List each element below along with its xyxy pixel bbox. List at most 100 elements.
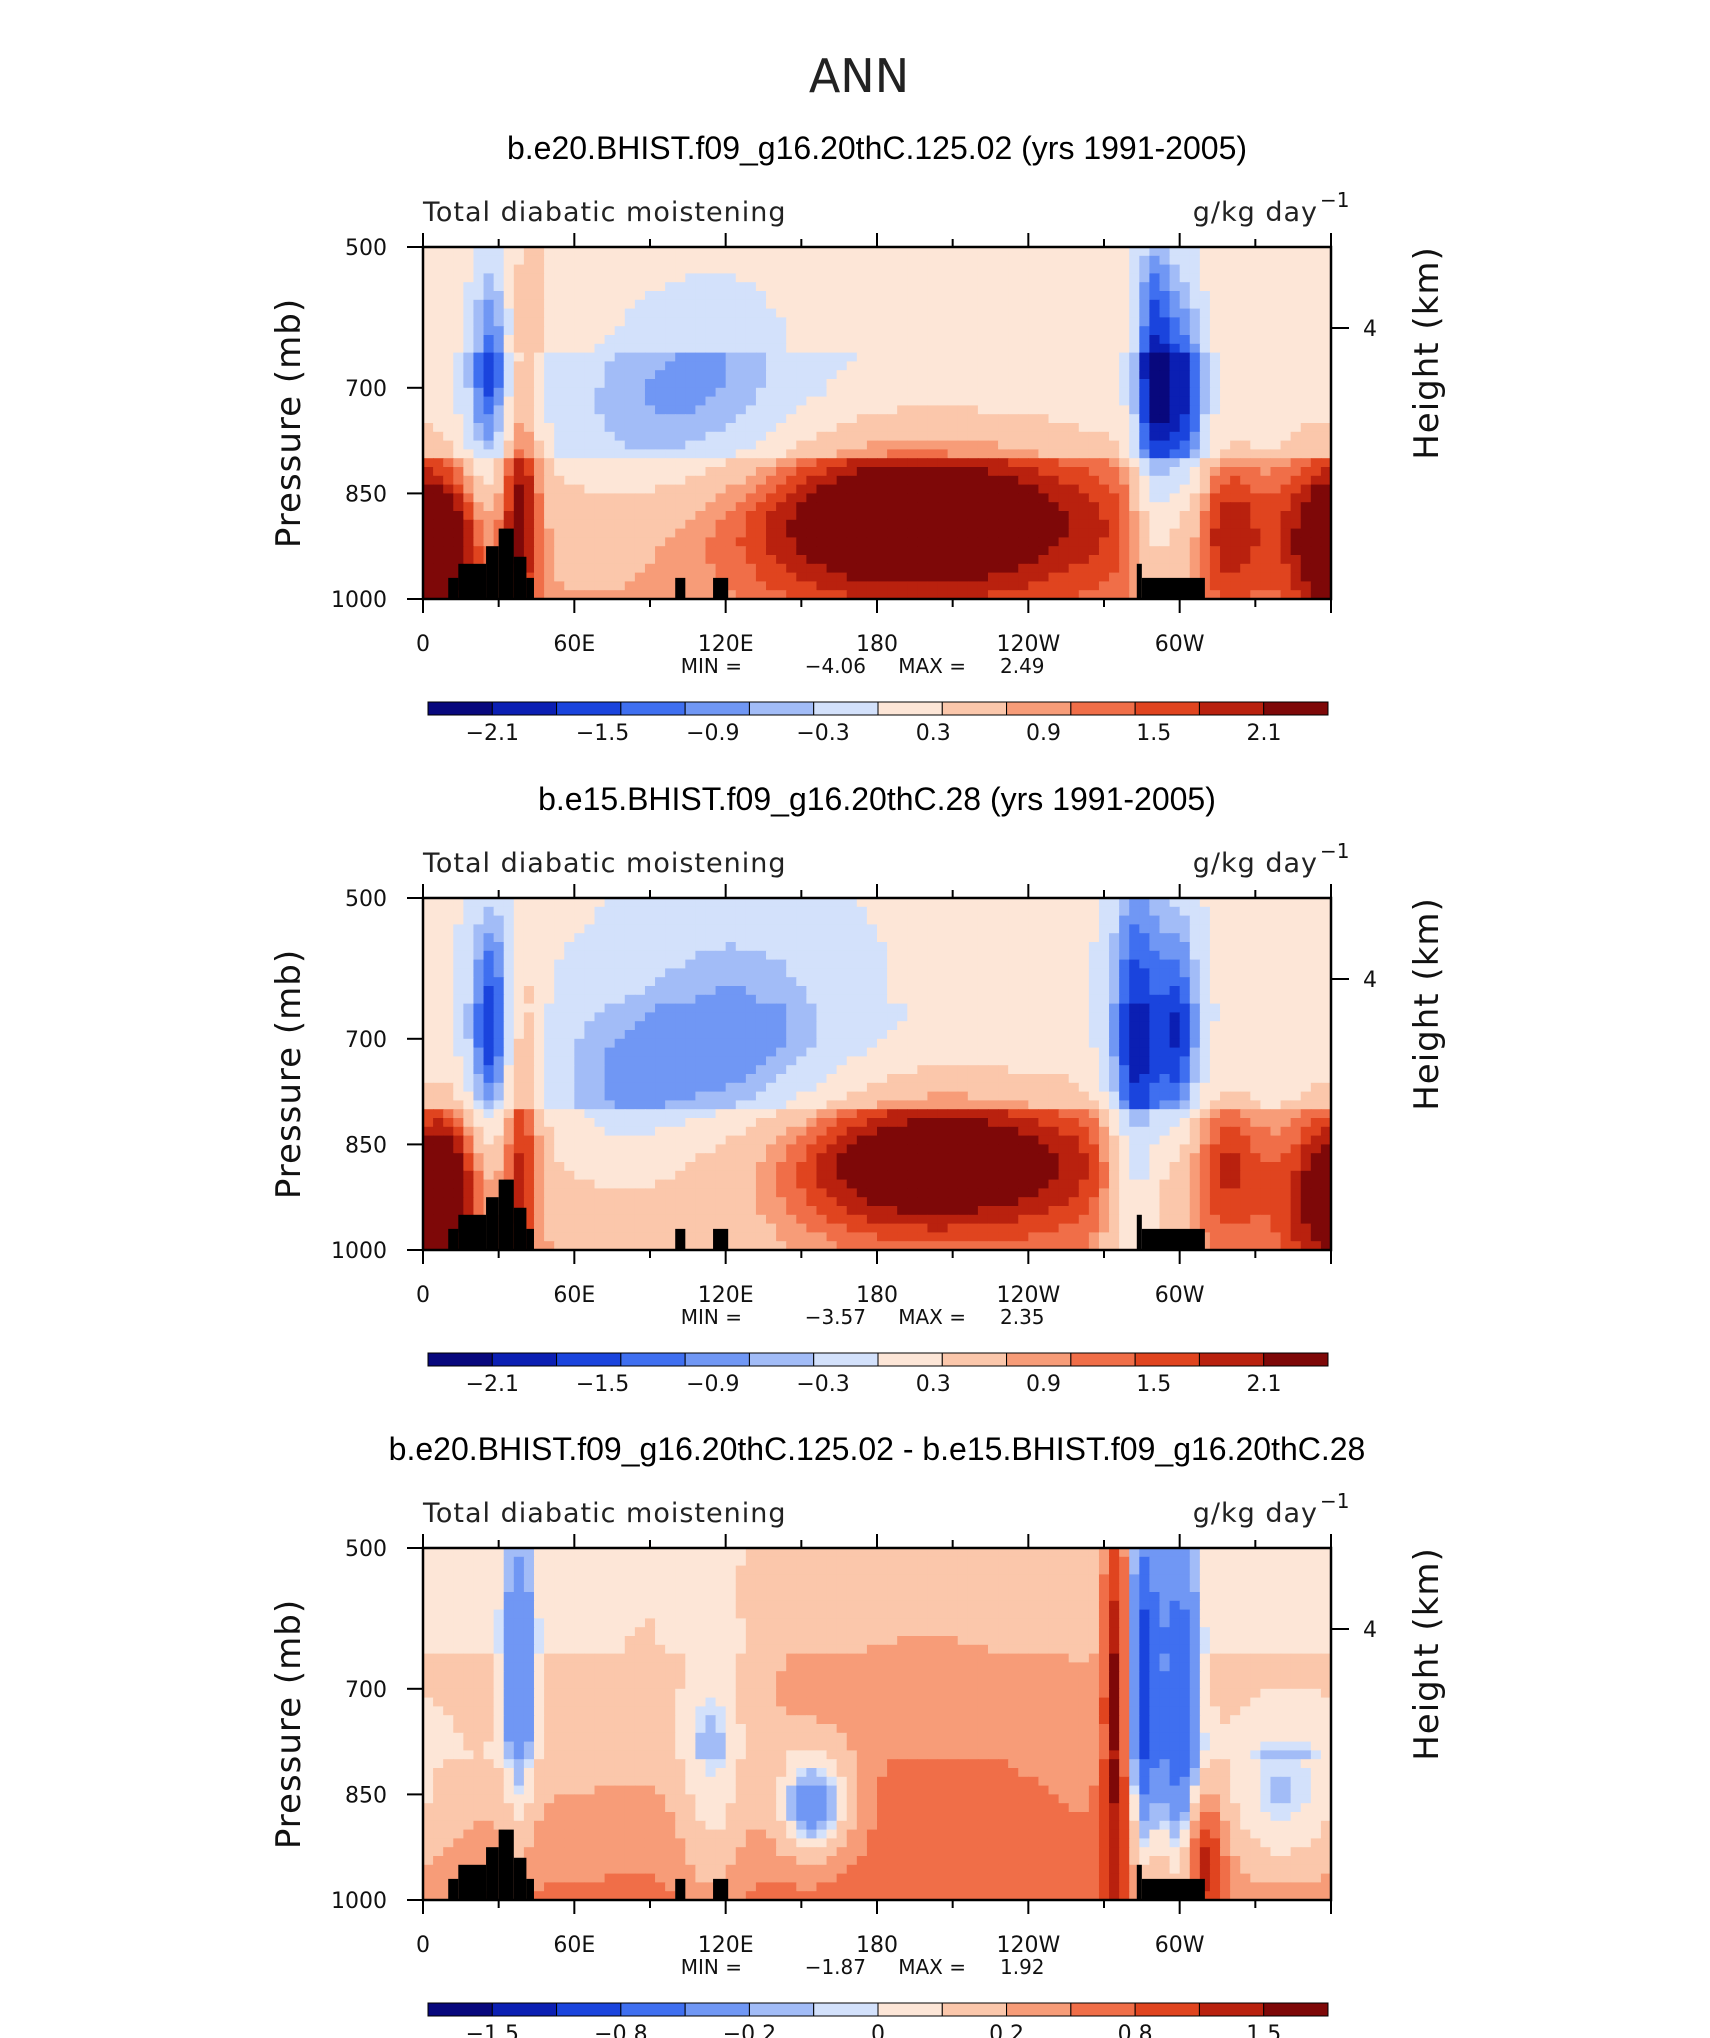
heatmap-cell bbox=[1119, 563, 1130, 574]
heatmap-cell bbox=[1240, 933, 1251, 943]
heatmap-cell bbox=[564, 968, 575, 978]
heatmap-cell bbox=[766, 898, 777, 908]
heatmap-cell bbox=[665, 493, 676, 503]
heatmap-cell bbox=[1109, 502, 1120, 512]
heatmap-cell bbox=[574, 581, 586, 591]
heatmap-cell bbox=[665, 423, 676, 433]
heatmap-cell bbox=[1048, 387, 1060, 398]
heatmap-cell bbox=[1038, 405, 1050, 415]
heatmap-cell bbox=[544, 247, 555, 257]
heatmap-cell bbox=[987, 291, 999, 301]
heatmap-cell bbox=[957, 511, 969, 521]
heatmap-cell bbox=[1220, 247, 1231, 257]
heatmap-cell bbox=[947, 396, 959, 406]
heatmap-cell bbox=[998, 308, 1009, 318]
heatmap-cell bbox=[685, 581, 696, 591]
heatmap-cell bbox=[1149, 361, 1161, 371]
heatmap-cell bbox=[766, 1012, 777, 1022]
heatmap-cell bbox=[957, 537, 969, 547]
heatmap-cell bbox=[423, 942, 434, 952]
heatmap-cell bbox=[745, 247, 757, 257]
units-exponent: −1 bbox=[1320, 188, 1349, 212]
heatmap-cell bbox=[1109, 537, 1120, 547]
heatmap-cell bbox=[1008, 519, 1019, 530]
heatmap-cell bbox=[554, 440, 565, 450]
heatmap-cell bbox=[705, 572, 717, 582]
heatmap-cell bbox=[1169, 994, 1181, 1005]
heatmap-cell bbox=[796, 590, 807, 600]
heatmap-cell bbox=[1199, 519, 1211, 530]
heatmap-cell bbox=[574, 335, 586, 345]
heatmap-cell bbox=[897, 449, 908, 459]
heatmap-cell bbox=[695, 546, 707, 556]
heatmap-cell bbox=[433, 335, 444, 345]
heatmap-cell bbox=[1220, 572, 1231, 582]
heatmap-cell bbox=[533, 555, 545, 565]
heatmap-cell bbox=[624, 440, 636, 450]
heatmap-cell bbox=[1159, 352, 1171, 362]
heatmap-cell bbox=[1058, 282, 1070, 292]
heatmap-cell bbox=[1189, 915, 1201, 925]
heatmap-cell bbox=[967, 959, 979, 969]
heatmap-cell bbox=[796, 247, 807, 257]
heatmap-cell bbox=[523, 502, 535, 512]
heatmap-cell bbox=[1220, 1012, 1231, 1022]
heatmap-cell bbox=[1290, 1003, 1302, 1013]
heatmap-cell bbox=[766, 942, 777, 952]
heatmap-cell bbox=[947, 343, 959, 354]
heatmap-cell bbox=[1159, 335, 1171, 345]
heatmap-cell bbox=[866, 511, 878, 521]
heatmap-cell bbox=[1068, 431, 1080, 442]
heatmap-cell bbox=[503, 370, 515, 380]
heatmap-cell bbox=[1189, 898, 1201, 908]
heatmap-cell bbox=[957, 273, 969, 283]
heatmap-cell bbox=[533, 924, 545, 934]
heatmap-cell bbox=[1149, 950, 1161, 961]
heatmap-cell bbox=[685, 968, 696, 978]
heatmap-cell bbox=[1209, 282, 1221, 292]
heatmap-cell bbox=[1018, 968, 1029, 978]
heatmap-cell bbox=[644, 475, 656, 486]
heatmap-cell bbox=[1129, 467, 1140, 477]
heatmap-cell bbox=[634, 370, 646, 380]
heatmap-cell bbox=[796, 440, 807, 450]
heatmap-cell bbox=[1129, 423, 1140, 433]
heatmap-cell bbox=[665, 475, 676, 486]
heatmap-cell bbox=[947, 440, 959, 450]
heatmap-cell bbox=[1048, 335, 1060, 345]
heatmap-cell bbox=[1048, 396, 1060, 406]
heatmap-cell bbox=[776, 528, 787, 538]
heatmap-cell bbox=[1098, 326, 1110, 336]
heatmap-cell bbox=[1189, 994, 1201, 1005]
heatmap-cell bbox=[1119, 405, 1130, 415]
heatmap-cell bbox=[1008, 581, 1019, 591]
heatmap-cell bbox=[745, 326, 757, 336]
heatmap-cell bbox=[594, 308, 606, 318]
heatmap-cell bbox=[1189, 370, 1201, 380]
heatmap-cell bbox=[725, 563, 737, 574]
heatmap-cell bbox=[453, 361, 464, 371]
heatmap-cell bbox=[1068, 546, 1080, 556]
heatmap-cell bbox=[846, 273, 858, 283]
heatmap-cell bbox=[1189, 335, 1201, 345]
heatmap-cell bbox=[1149, 537, 1161, 547]
heatmap-cell bbox=[856, 977, 868, 987]
heatmap-cell bbox=[907, 511, 918, 521]
heatmap-cell bbox=[977, 308, 989, 318]
heatmap-cell bbox=[846, 994, 858, 1005]
heatmap-cell bbox=[998, 994, 1009, 1005]
heatmap-cell bbox=[1199, 942, 1211, 952]
heatmap-cell bbox=[544, 282, 555, 292]
heatmap-cell bbox=[826, 291, 838, 301]
heatmap-cell bbox=[957, 282, 969, 292]
heatmap-cell bbox=[1068, 942, 1080, 952]
heatmap-cell bbox=[1149, 563, 1161, 574]
heatmap-cell bbox=[766, 915, 777, 925]
heatmap-cell bbox=[423, 493, 434, 503]
heatmap-cell bbox=[1310, 942, 1322, 952]
heatmap-cell bbox=[675, 933, 686, 943]
heatmap-cell bbox=[967, 537, 979, 547]
heatmap-cell bbox=[594, 440, 606, 450]
heatmap-cell bbox=[564, 950, 575, 961]
heatmap-cell bbox=[523, 352, 535, 362]
